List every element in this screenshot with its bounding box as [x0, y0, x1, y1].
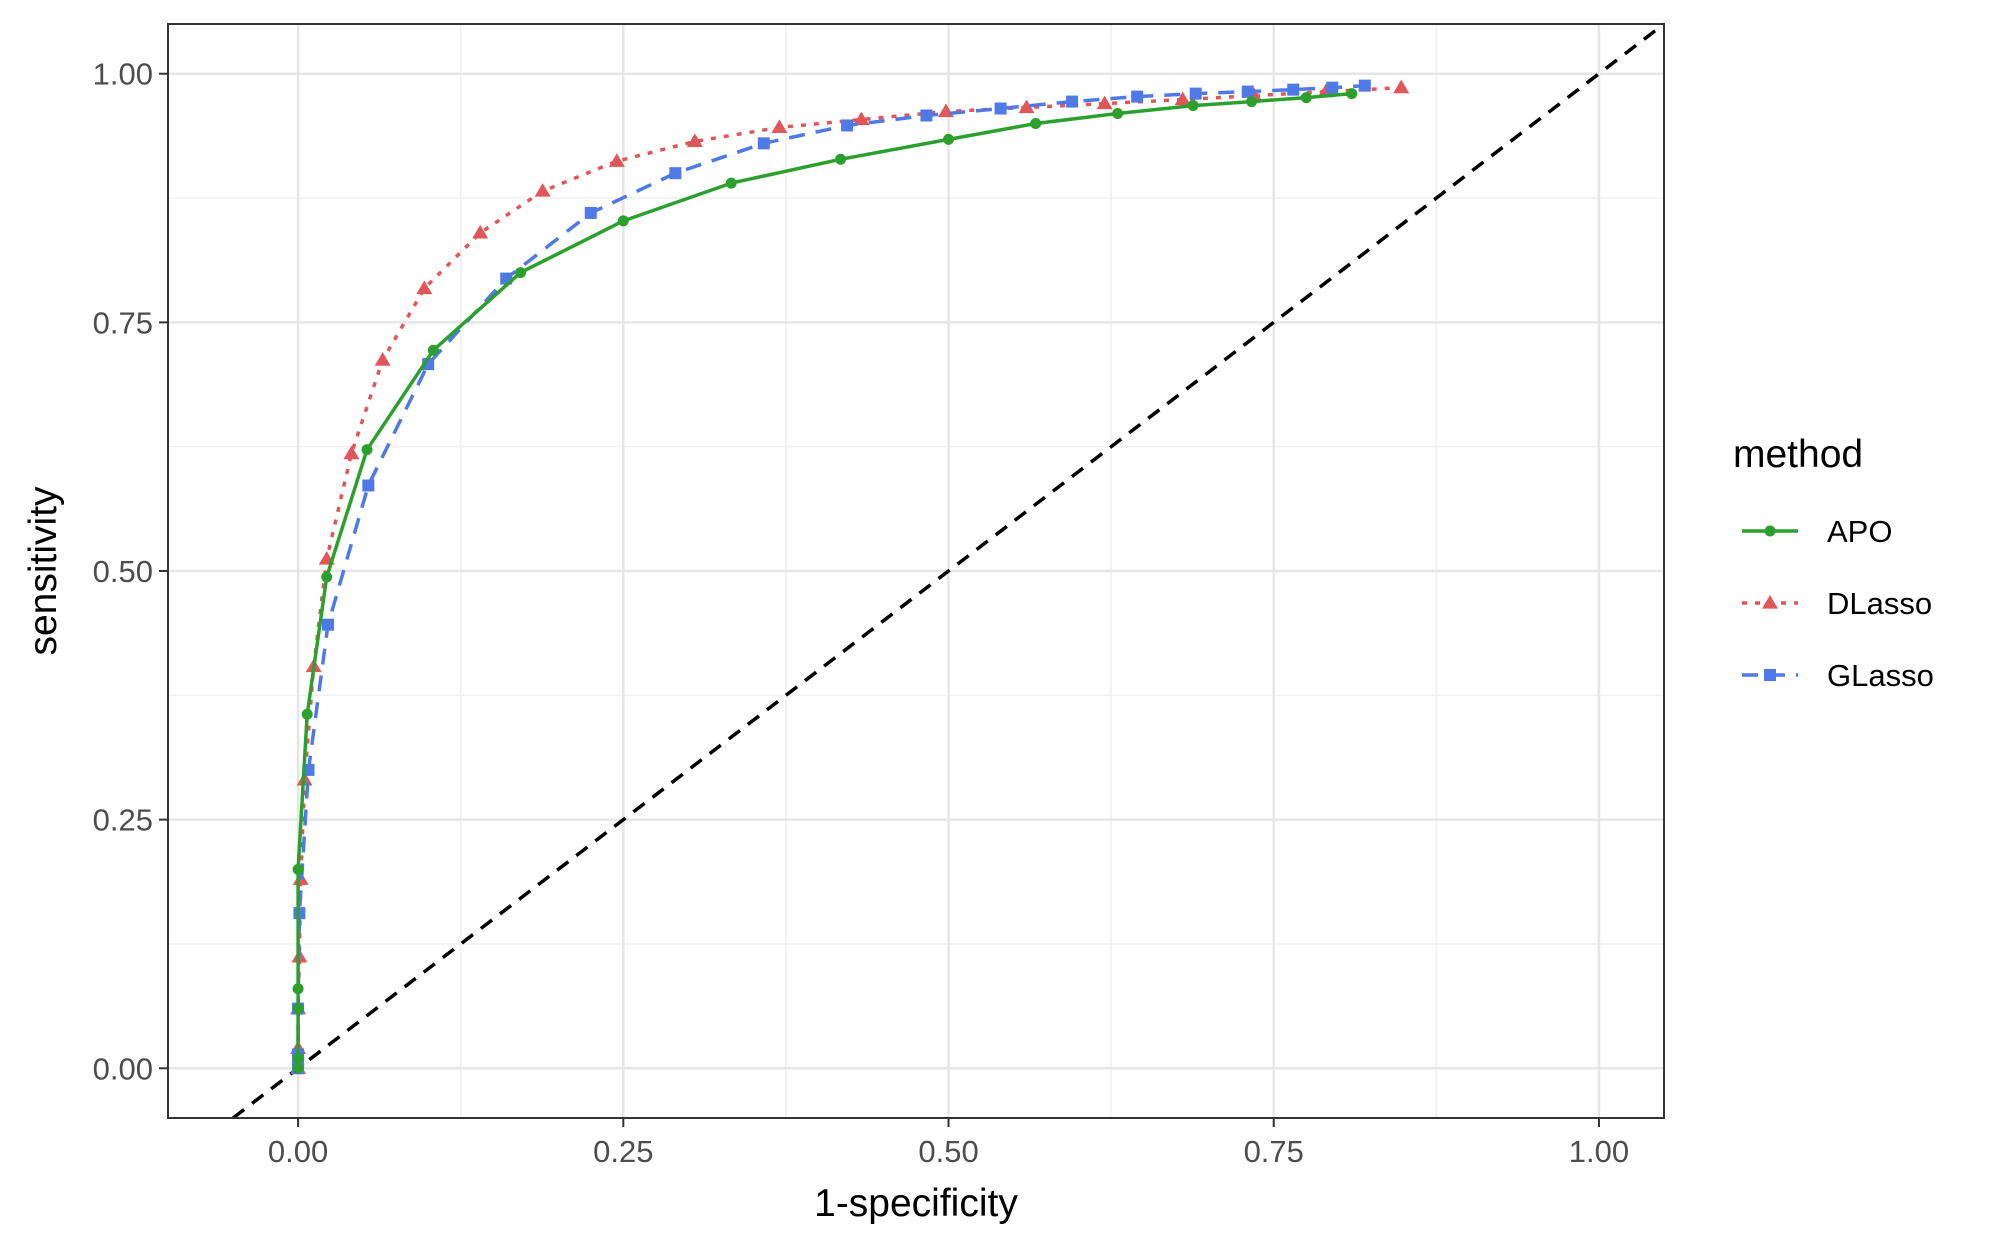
data-point-glasso: [1326, 81, 1339, 94]
data-point-apo: [943, 133, 955, 145]
x-tick-label: 1.00: [1569, 1134, 1629, 1169]
y-tick-label: 0.00: [93, 1051, 153, 1086]
data-point-glasso: [994, 102, 1007, 115]
data-point-apo: [292, 1003, 304, 1015]
data-point-dlasso: [534, 183, 551, 197]
data-point-dlasso: [472, 224, 489, 239]
legend-title: method: [1733, 433, 1863, 476]
x-tick-label: 0.50: [918, 1134, 978, 1169]
data-point-dlasso: [686, 133, 703, 147]
data-point-dlasso: [1018, 99, 1035, 114]
data-point-glasso: [669, 167, 682, 180]
reference-diagonal-line: [231, 22, 1666, 1120]
x-tick-label: 0.00: [268, 1134, 328, 1169]
y-axis-ticks: 0.00 0.25 0.50 0.75 1.00: [93, 57, 168, 1086]
data-point-apo: [1112, 108, 1124, 120]
series-apo: [292, 88, 1358, 1074]
legend-item-dlasso: DLasso: [1742, 586, 1932, 621]
legend-label-apo: APO: [1827, 514, 1892, 549]
data-point-glasso: [1241, 85, 1254, 98]
y-axis-title: sensitivity: [22, 486, 65, 656]
data-point-glasso: [584, 206, 597, 219]
data-point-apo: [361, 444, 373, 456]
x-axis-ticks: 0.00 0.25 0.50 0.75 1.00: [268, 1118, 1629, 1169]
data-point-dlasso: [343, 445, 360, 460]
data-point-dlasso: [771, 119, 788, 134]
data-point-glasso: [1287, 83, 1300, 96]
data-point-apo: [292, 863, 304, 875]
reference-line-layer: [231, 22, 1666, 1120]
data-point-glasso: [920, 109, 933, 122]
data-point-apo: [292, 983, 304, 995]
legend-label-dlasso: DLasso: [1827, 586, 1932, 621]
y-tick-label: 1.00: [93, 57, 153, 92]
data-point-dlasso: [1174, 91, 1191, 106]
data-point-glasso: [1131, 90, 1144, 103]
legend-key-marker-dlasso: [1762, 595, 1778, 609]
data-point-apo: [1246, 96, 1258, 108]
data-point-apo: [1030, 117, 1042, 129]
data-point-glasso: [362, 479, 375, 492]
data-point-apo: [292, 1062, 304, 1074]
data-point-dlasso: [853, 111, 870, 126]
data-point-apo: [1346, 88, 1358, 100]
data-point-apo: [301, 708, 313, 720]
data-point-dlasso: [374, 352, 391, 366]
x-tick-label: 0.25: [593, 1134, 653, 1169]
data-point-glasso: [841, 119, 854, 132]
data-point-dlasso: [416, 280, 433, 295]
legend-key-marker-glasso: [1764, 669, 1776, 681]
data-point-apo: [292, 1052, 304, 1064]
data-point-dlasso: [1096, 95, 1113, 110]
data-point-glasso: [322, 618, 335, 631]
data-point-dlasso: [608, 153, 625, 167]
data-point-glasso: [1189, 87, 1202, 100]
legend: method APO DLasso GLasso: [1733, 433, 1934, 693]
x-tick-label: 0.75: [1244, 1134, 1304, 1169]
data-point-apo: [321, 571, 333, 583]
data-point-apo: [725, 177, 737, 189]
y-tick-label: 0.25: [93, 803, 153, 838]
data-point-dlasso: [1393, 79, 1410, 94]
data-point-glasso: [1358, 79, 1371, 92]
legend-item-glasso: GLasso: [1742, 658, 1934, 693]
y-tick-label: 0.50: [93, 554, 153, 589]
data-point-apo: [617, 215, 629, 227]
series-layer: [290, 79, 1410, 1075]
data-point-glasso: [757, 137, 770, 150]
y-tick-label: 0.75: [93, 305, 153, 340]
data-point-apo: [1187, 100, 1199, 112]
data-point-apo: [835, 153, 847, 165]
legend-key-marker-apo: [1764, 525, 1776, 537]
data-point-apo: [515, 267, 527, 279]
x-axis-title: 1-specificity: [814, 1182, 1018, 1225]
legend-item-apo: APO: [1742, 514, 1892, 549]
data-point-glasso: [1066, 95, 1079, 108]
legend-label-glasso: GLasso: [1827, 658, 1934, 693]
series-line-apo: [296, 91, 1352, 1069]
data-point-apo: [427, 344, 439, 356]
data-point-apo: [1300, 92, 1312, 104]
